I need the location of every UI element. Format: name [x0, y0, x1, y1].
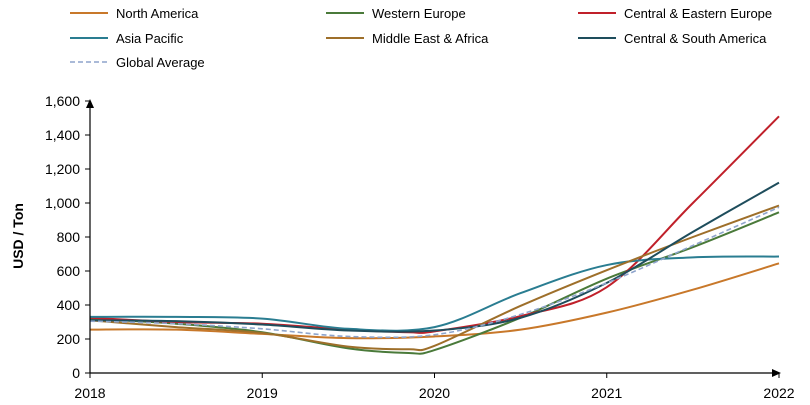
legend-label: Central & South America — [624, 31, 767, 46]
legend-item-middle-east-and-africa: Middle East & Africa — [326, 31, 489, 46]
legend-item-central-and-south-america: Central & South America — [578, 31, 767, 46]
series-line-central-and-eastern-europe — [89, 115, 780, 334]
y-tick-label: 200 — [57, 331, 81, 347]
y-axis-title: USD / Ton — [10, 203, 26, 269]
series-line-global-average — [89, 206, 780, 339]
y-tick-label: 600 — [57, 263, 81, 279]
x-tick-label: 2018 — [74, 385, 105, 401]
x-tick-label: 2022 — [763, 385, 794, 401]
legend-item-asia-pacific: Asia Pacific — [70, 31, 184, 46]
series-line-north-america — [89, 262, 780, 340]
x-tick-label: 2019 — [247, 385, 278, 401]
series-line-western-europe — [89, 211, 780, 355]
series-layer — [89, 115, 780, 355]
y-ticks: 0 200 400 600 800 1,000 1,200 1,400 1,600 — [45, 93, 90, 381]
series-line-middle-east-and-africa — [89, 204, 780, 352]
legend-label: Western Europe — [372, 6, 466, 21]
y-tick-label: 1,600 — [45, 93, 80, 109]
x-tick-label: 2021 — [591, 385, 622, 401]
y-tick-label: 1,200 — [45, 161, 80, 177]
x-ticks: 2018 2019 2020 2021 2022 — [74, 373, 795, 401]
axes: USD / Ton — [10, 99, 781, 377]
legend: North America Western Europe Central & Eas… — [70, 6, 772, 70]
legend-label: Global Average — [116, 55, 205, 70]
x-axis-arrow — [772, 369, 781, 377]
legend-label: North America — [116, 6, 199, 21]
legend-item-central-and-eastern-europe: Central & Eastern Europe — [578, 6, 772, 21]
legend-item-western-europe: Western Europe — [326, 6, 466, 21]
legend-label: Middle East & Africa — [372, 31, 489, 46]
series-line-central-and-south-america — [89, 181, 780, 333]
legend-item-global-average: Global Average — [70, 55, 205, 70]
y-tick-label: 800 — [57, 229, 81, 245]
legend-item-north-america: North America — [70, 6, 199, 21]
y-tick-label: 1,000 — [45, 195, 80, 211]
y-tick-label: 0 — [72, 365, 80, 381]
legend-label: Asia Pacific — [116, 31, 184, 46]
y-tick-label: 1,400 — [45, 127, 80, 143]
y-tick-label: 400 — [57, 297, 81, 313]
x-tick-label: 2020 — [419, 385, 450, 401]
series-line-asia-pacific — [89, 255, 780, 332]
legend-label: Central & Eastern Europe — [624, 6, 772, 21]
y-axis-arrow — [86, 99, 94, 108]
